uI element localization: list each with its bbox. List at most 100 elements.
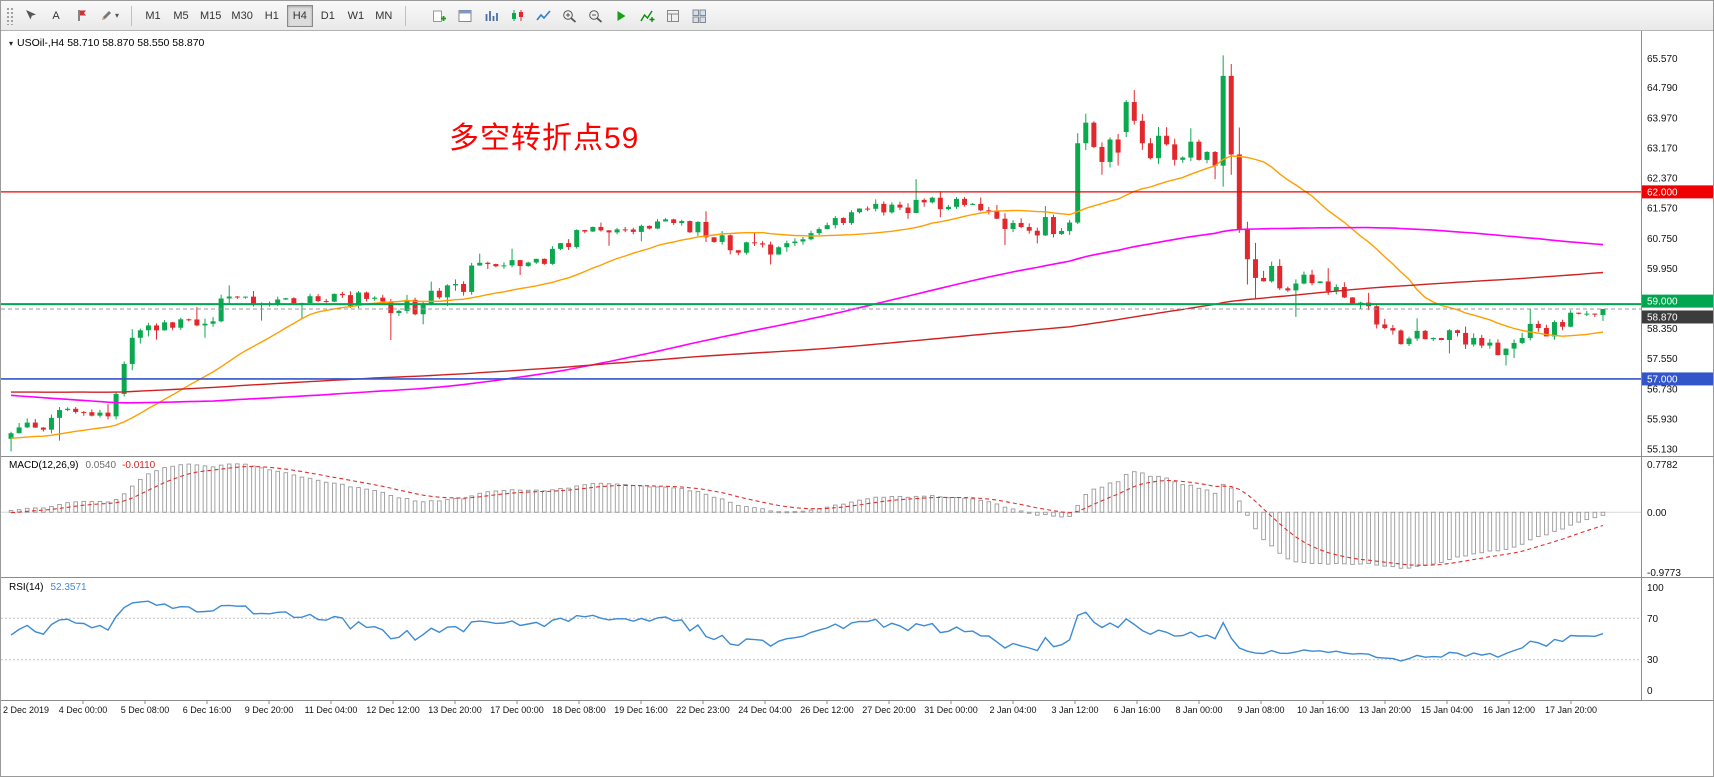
timeframe-m15-button[interactable]: M15: [196, 5, 225, 27]
templates-icon[interactable]: [662, 5, 686, 27]
chart-line-icon[interactable]: [532, 5, 556, 27]
price-tag-62.000: 62.000: [1642, 185, 1713, 199]
price-tag-59.000: 59.000: [1642, 294, 1713, 308]
svg-text:62.000: 62.000: [1647, 187, 1678, 198]
tile-windows-icon[interactable]: [688, 5, 712, 27]
time-axis-label: 11 Dec 04:00: [305, 705, 358, 715]
svg-text:70: 70: [1647, 614, 1659, 625]
time-axis-label: 6 Jan 16:00: [1113, 705, 1160, 715]
svg-text:100: 100: [1647, 583, 1664, 594]
time-axis-label: 24 Dec 04:00: [738, 705, 792, 715]
chart-bars-icon[interactable]: [480, 5, 504, 27]
svg-text:57.000: 57.000: [1647, 374, 1678, 385]
svg-text:55.930: 55.930: [1647, 414, 1678, 425]
time-axis-label: 8 Jan 00:00: [1175, 705, 1222, 715]
sma-120-line: [10, 226, 1604, 404]
time-axis-label: 17 Dec 00:00: [490, 705, 544, 715]
time-axis-label: 17 Jan 20:00: [1545, 705, 1597, 715]
cursor-tool-button[interactable]: [18, 5, 42, 27]
auto-trading-icon[interactable]: [610, 5, 634, 27]
arrow-marker-tool-button[interactable]: [70, 5, 94, 27]
time-axis-label: 2 Jan 04:00: [989, 705, 1036, 715]
svg-text:0.7782: 0.7782: [1647, 460, 1678, 471]
svg-text:63.170: 63.170: [1647, 144, 1678, 155]
macd-pane: [1, 463, 1641, 569]
pencil-icon: [102, 11, 111, 20]
time-axis-label: 5 Dec 08:00: [121, 705, 170, 715]
svg-text:64.790: 64.790: [1647, 83, 1678, 94]
text-label-tool-button[interactable]: A: [44, 5, 68, 27]
time-axis-label: 18 Dec 08:00: [552, 705, 606, 715]
toolbar-grip[interactable]: [6, 6, 13, 25]
rsi-pane: [1, 600, 1641, 662]
svg-text:58.350: 58.350: [1647, 324, 1678, 335]
time-axis-label: 3 Jan 12:00: [1051, 705, 1098, 715]
timeframe-h4-button[interactable]: H4: [286, 4, 313, 27]
cursor-icon: [25, 10, 36, 20]
svg-text:0: 0: [1647, 686, 1653, 697]
price-tag-57.000: 57.000: [1642, 372, 1713, 386]
flag-icon: [77, 10, 86, 21]
chart-candles-icon[interactable]: [506, 5, 530, 27]
time-axis-label: 26 Dec 12:00: [800, 705, 854, 715]
time-axis-label: 2 Dec 2019: [3, 705, 49, 715]
svg-text:56.730: 56.730: [1647, 385, 1678, 396]
timeframe-m30-button[interactable]: M30: [227, 5, 256, 27]
timeframe-w1-button[interactable]: W1: [343, 5, 369, 27]
time-axis-label: 10 Jan 16:00: [1297, 705, 1349, 715]
time-axis-label: 12 Dec 12:00: [366, 705, 420, 715]
timeframe-m5-button[interactable]: M5: [168, 5, 194, 27]
price-tag-58.870: 58.870: [1642, 310, 1713, 324]
time-axis-label: 27 Dec 20:00: [862, 705, 916, 715]
toolbar: A ▾ M1 M5 M15 M30 H1 H4 D1 W1 MN: [1, 1, 1713, 31]
caret-down-icon: ▾: [115, 11, 120, 20]
sma-200-line: [11, 271, 1604, 393]
svg-text:59.950: 59.950: [1647, 264, 1678, 275]
chart-canvas[interactable]: 65.570 64.790 63.970 63.170 62.370 61.570 60.7…: [1, 31, 1714, 777]
time-axis-label: 9 Dec 20:00: [245, 705, 294, 715]
timeframe-d1-button[interactable]: D1: [315, 5, 341, 27]
time-axis-label: 19 Dec 16:00: [614, 705, 668, 715]
svg-text:0.00: 0.00: [1647, 508, 1667, 519]
time-axis-label: 31 Dec 00:00: [924, 705, 978, 715]
shapes-tool-dropdown[interactable]: ▾: [96, 5, 123, 27]
toolbar-icon-cluster: [427, 5, 713, 27]
svg-text:-0.9773: -0.9773: [1647, 568, 1681, 579]
svg-text:58.870: 58.870: [1647, 312, 1678, 323]
macd-signal-line: [10, 465, 1604, 566]
zoom-in-icon[interactable]: [558, 5, 582, 27]
svg-text:30: 30: [1647, 655, 1659, 666]
time-axis[interactable]: 2 Dec 2019 4 Dec 00:00 5 Dec 08:00 6 Dec 16…: [3, 701, 1597, 715]
price-axis[interactable]: 65.570 64.790 63.970 63.170 62.370 61.570 60.7…: [1642, 54, 1714, 697]
timeframe-m1-button[interactable]: M1: [140, 5, 166, 27]
svg-text:55.130: 55.130: [1647, 444, 1678, 455]
svg-text:59.000: 59.000: [1647, 297, 1678, 308]
time-axis-label: 16 Jan 12:00: [1483, 705, 1535, 715]
time-axis-label: 6 Dec 16:00: [183, 705, 232, 715]
time-axis-label: 4 Dec 00:00: [59, 705, 108, 715]
chart-window-icon[interactable]: [454, 5, 478, 27]
svg-text:57.550: 57.550: [1647, 354, 1678, 365]
svg-text:60.750: 60.750: [1647, 234, 1678, 245]
svg-text:63.970: 63.970: [1647, 114, 1678, 125]
time-axis-label: 13 Jan 20:00: [1359, 705, 1411, 715]
timeframe-mn-button[interactable]: MN: [371, 5, 397, 27]
indicators-icon[interactable]: [636, 5, 660, 27]
new-order-icon[interactable]: [428, 5, 452, 27]
main-price-pane: [1, 55, 1641, 452]
rsi-line: [10, 600, 1604, 662]
toolbar-separator: [404, 5, 406, 26]
toolbar-separator: [131, 5, 133, 26]
svg-text:61.570: 61.570: [1647, 203, 1678, 214]
time-axis-label: 9 Jan 08:00: [1237, 705, 1284, 715]
timeframe-h1-button[interactable]: H1: [259, 5, 285, 27]
time-axis-label: 15 Jan 04:00: [1421, 705, 1473, 715]
time-axis-label: 22 Dec 23:00: [676, 705, 730, 715]
zoom-out-icon[interactable]: [584, 5, 608, 27]
chart-area: 65.570 64.790 63.970 63.170 62.370 61.570 60.7…: [1, 31, 1714, 777]
sma-24-line: [10, 155, 1604, 439]
svg-text:65.570: 65.570: [1647, 54, 1678, 65]
time-axis-label: 13 Dec 20:00: [428, 705, 482, 715]
svg-text:62.370: 62.370: [1647, 174, 1678, 185]
